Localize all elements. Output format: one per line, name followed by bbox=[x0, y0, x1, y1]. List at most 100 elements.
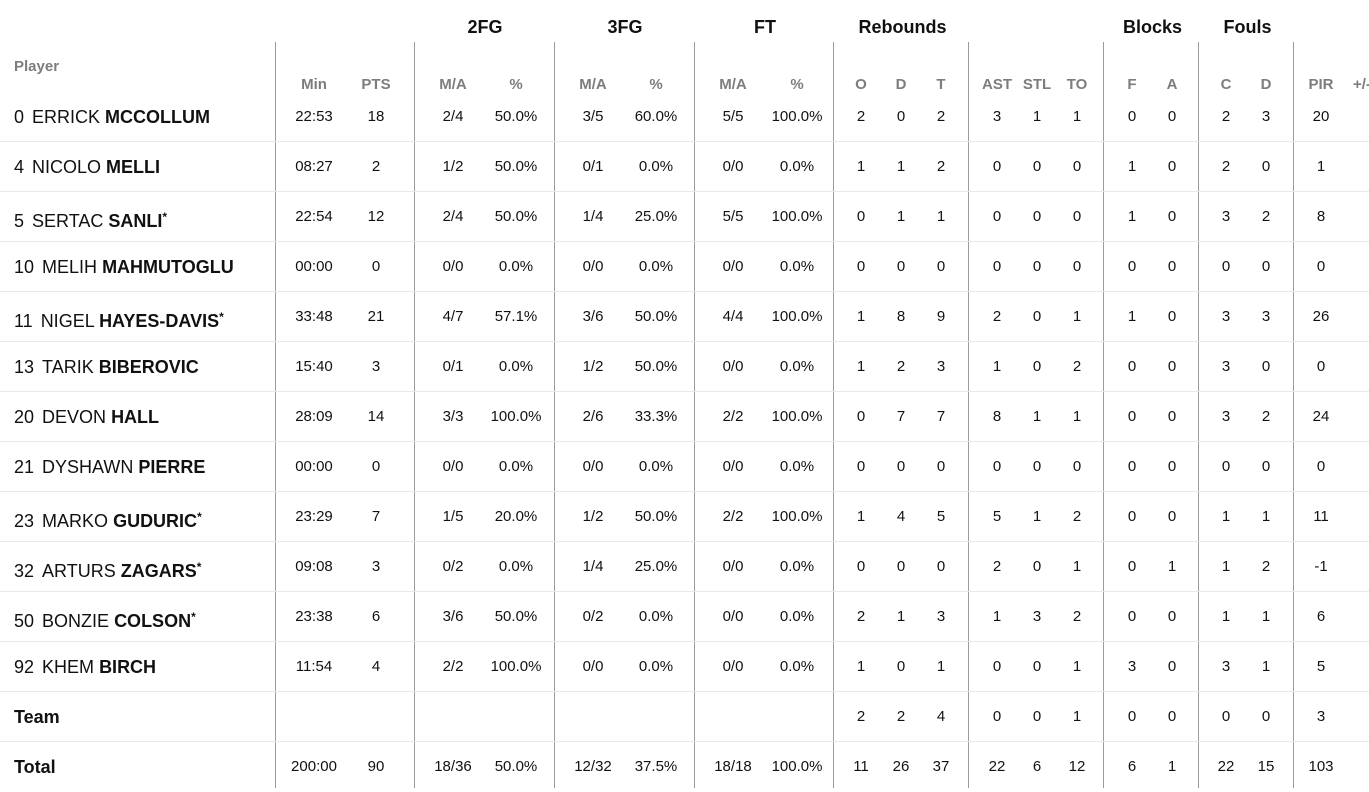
cell-min: 23:29 bbox=[295, 508, 333, 525]
cell-3fg-pct: 50.0% bbox=[634, 508, 678, 525]
cell-blk-a: 0 bbox=[1167, 408, 1177, 425]
cell-ft-pct: 0.0% bbox=[779, 558, 815, 575]
player-number: 10 bbox=[14, 257, 35, 277]
cell-reb-d: 8 bbox=[896, 308, 906, 325]
cell-foul-d: 2 bbox=[1261, 558, 1271, 575]
cell-plus-minus bbox=[1326, 742, 1369, 792]
cell-ft-pct: 0.0% bbox=[779, 658, 815, 675]
cell-to: 1 bbox=[1072, 308, 1082, 325]
group-header-ft: FT bbox=[754, 17, 776, 37]
player-number: 23 bbox=[14, 511, 35, 531]
cell-foul-d: 0 bbox=[1261, 358, 1271, 375]
cell-blk-f: 0 bbox=[1127, 508, 1137, 525]
cell-2fg-pct: 50.0% bbox=[494, 608, 538, 625]
player-name[interactable]: 11 NIGEL HAYES-DAVIS* bbox=[14, 292, 224, 342]
cell-min: 08:27 bbox=[295, 158, 333, 175]
cell-2fg-ma: 2/4 bbox=[442, 108, 464, 125]
cell-plus-minus bbox=[1326, 192, 1369, 242]
table-row: 10 MELIH MAHMUTOGLU 00:00 0 0/0 0.0% 0/0 0.0% 0/… bbox=[0, 242, 1369, 292]
column-divider bbox=[833, 42, 834, 788]
cell-pir: 0 bbox=[1316, 458, 1326, 475]
player-name[interactable]: 32 ARTURS ZAGARS* bbox=[14, 542, 201, 592]
player-first-name: ARTURS bbox=[42, 561, 116, 581]
player-last-name: COLSON bbox=[114, 611, 192, 631]
player-name[interactable]: 10 MELIH MAHMUTOGLU bbox=[14, 242, 234, 292]
cell-blk-a: 0 bbox=[1167, 658, 1177, 675]
player-name[interactable]: 20 DEVON HALL bbox=[14, 392, 159, 442]
cell-reb-d: 1 bbox=[896, 608, 906, 625]
player-last-name: ZAGARS bbox=[120, 561, 197, 581]
cell-blk-a: 0 bbox=[1167, 458, 1177, 475]
column-header-3fg-ma: M/A bbox=[579, 76, 607, 93]
cell-blk-f: 3 bbox=[1127, 658, 1137, 675]
cell-foul-d: 0 bbox=[1261, 708, 1271, 725]
cell-2fg-ma: 0/0 bbox=[442, 258, 464, 275]
column-header-pts: PTS bbox=[361, 76, 391, 93]
cell-reb-d: 26 bbox=[892, 758, 910, 775]
cell-foul-d: 15 bbox=[1257, 758, 1275, 775]
column-header-blk-f: F bbox=[1127, 76, 1137, 93]
cell-ast: 0 bbox=[992, 658, 1002, 675]
player-name[interactable]: 0 ERRICK MCCOLLUM bbox=[14, 92, 210, 142]
cell-2fg-ma: 18/36 bbox=[434, 758, 472, 775]
cell-pts: 3 bbox=[371, 358, 381, 375]
cell-reb-o: 0 bbox=[856, 408, 866, 425]
cell-foul-d: 0 bbox=[1261, 258, 1271, 275]
cell-blk-f: 0 bbox=[1127, 708, 1137, 725]
table-row: 32 ARTURS ZAGARS* 09:08 3 0/2 0.0% 1/4 25.0% 0/0… bbox=[0, 542, 1369, 592]
player-name[interactable]: 92 KHEM BIRCH bbox=[14, 642, 156, 692]
column-header-min: Min bbox=[301, 76, 327, 93]
cell-foul-c: 1 bbox=[1221, 608, 1231, 625]
player-name[interactable]: 50 BONZIE COLSON* bbox=[14, 592, 196, 642]
cell-pir: 3 bbox=[1316, 708, 1326, 725]
cell-reb-d: 4 bbox=[896, 508, 906, 525]
player-last-name: MCCOLLUM bbox=[105, 107, 211, 127]
cell-min: 28:09 bbox=[295, 408, 333, 425]
column-header-3fg-pct: % bbox=[649, 76, 663, 93]
cell-3fg-pct: 37.5% bbox=[634, 758, 678, 775]
cell-pir: 103 bbox=[1308, 758, 1334, 775]
column-divider bbox=[694, 42, 695, 788]
cell-blk-a: 1 bbox=[1167, 758, 1177, 775]
cell-foul-d: 2 bbox=[1261, 208, 1271, 225]
table-row: 13 TARIK BIBEROVIC 15:40 3 0/1 0.0% 1/2 50.0% 0/… bbox=[0, 342, 1369, 392]
player-name[interactable]: 23 MARKO GUDURIC* bbox=[14, 492, 202, 542]
player-name[interactable]: 21 DYSHAWN PIERRE bbox=[14, 442, 205, 492]
cell-foul-d: 3 bbox=[1261, 308, 1271, 325]
cell-2fg-ma: 4/7 bbox=[442, 308, 464, 325]
cell-to: 0 bbox=[1072, 208, 1082, 225]
cell-ast: 22 bbox=[988, 758, 1006, 775]
total-row-label: Total bbox=[14, 757, 56, 777]
cell-to: 0 bbox=[1072, 258, 1082, 275]
cell-blk-f: 0 bbox=[1127, 358, 1137, 375]
cell-3fg-ma: 0/0 bbox=[582, 458, 604, 475]
cell-3fg-pct: 0.0% bbox=[638, 458, 674, 475]
cell-3fg-ma: 1/2 bbox=[582, 508, 604, 525]
column-header-ft-pct: % bbox=[790, 76, 804, 93]
cell-reb-t: 0 bbox=[936, 558, 946, 575]
player-name[interactable]: 13 TARIK BIBEROVIC bbox=[14, 342, 199, 392]
starter-marker: * bbox=[196, 560, 202, 574]
cell-reb-t: 5 bbox=[936, 508, 946, 525]
cell-to: 1 bbox=[1072, 108, 1082, 125]
player-name[interactable]: 5 SERTAC SANLI* bbox=[14, 192, 167, 242]
cell-3fg-pct: 0.0% bbox=[638, 608, 674, 625]
cell-foul-d: 0 bbox=[1261, 158, 1271, 175]
player-number: 50 bbox=[14, 611, 35, 631]
cell-ft-pct: 100.0% bbox=[771, 758, 823, 775]
cell-min: 22:53 bbox=[295, 108, 333, 125]
cell-pir: 8 bbox=[1316, 208, 1326, 225]
cell-pir: 20 bbox=[1312, 108, 1330, 125]
column-divider bbox=[968, 42, 969, 788]
column-header-pir: PIR bbox=[1308, 76, 1334, 93]
cell-ft-pct: 100.0% bbox=[771, 208, 823, 225]
cell-blk-f: 0 bbox=[1127, 608, 1137, 625]
cell-2fg-ma: 0/0 bbox=[442, 458, 464, 475]
cell-ast: 5 bbox=[992, 508, 1002, 525]
cell-reb-d: 1 bbox=[896, 158, 906, 175]
cell-reb-o: 1 bbox=[856, 158, 866, 175]
cell-reb-o: 2 bbox=[856, 708, 866, 725]
player-number: 0 bbox=[14, 107, 25, 127]
cell-blk-a: 0 bbox=[1167, 258, 1177, 275]
player-name[interactable]: 4 NICOLO MELLI bbox=[14, 142, 160, 192]
